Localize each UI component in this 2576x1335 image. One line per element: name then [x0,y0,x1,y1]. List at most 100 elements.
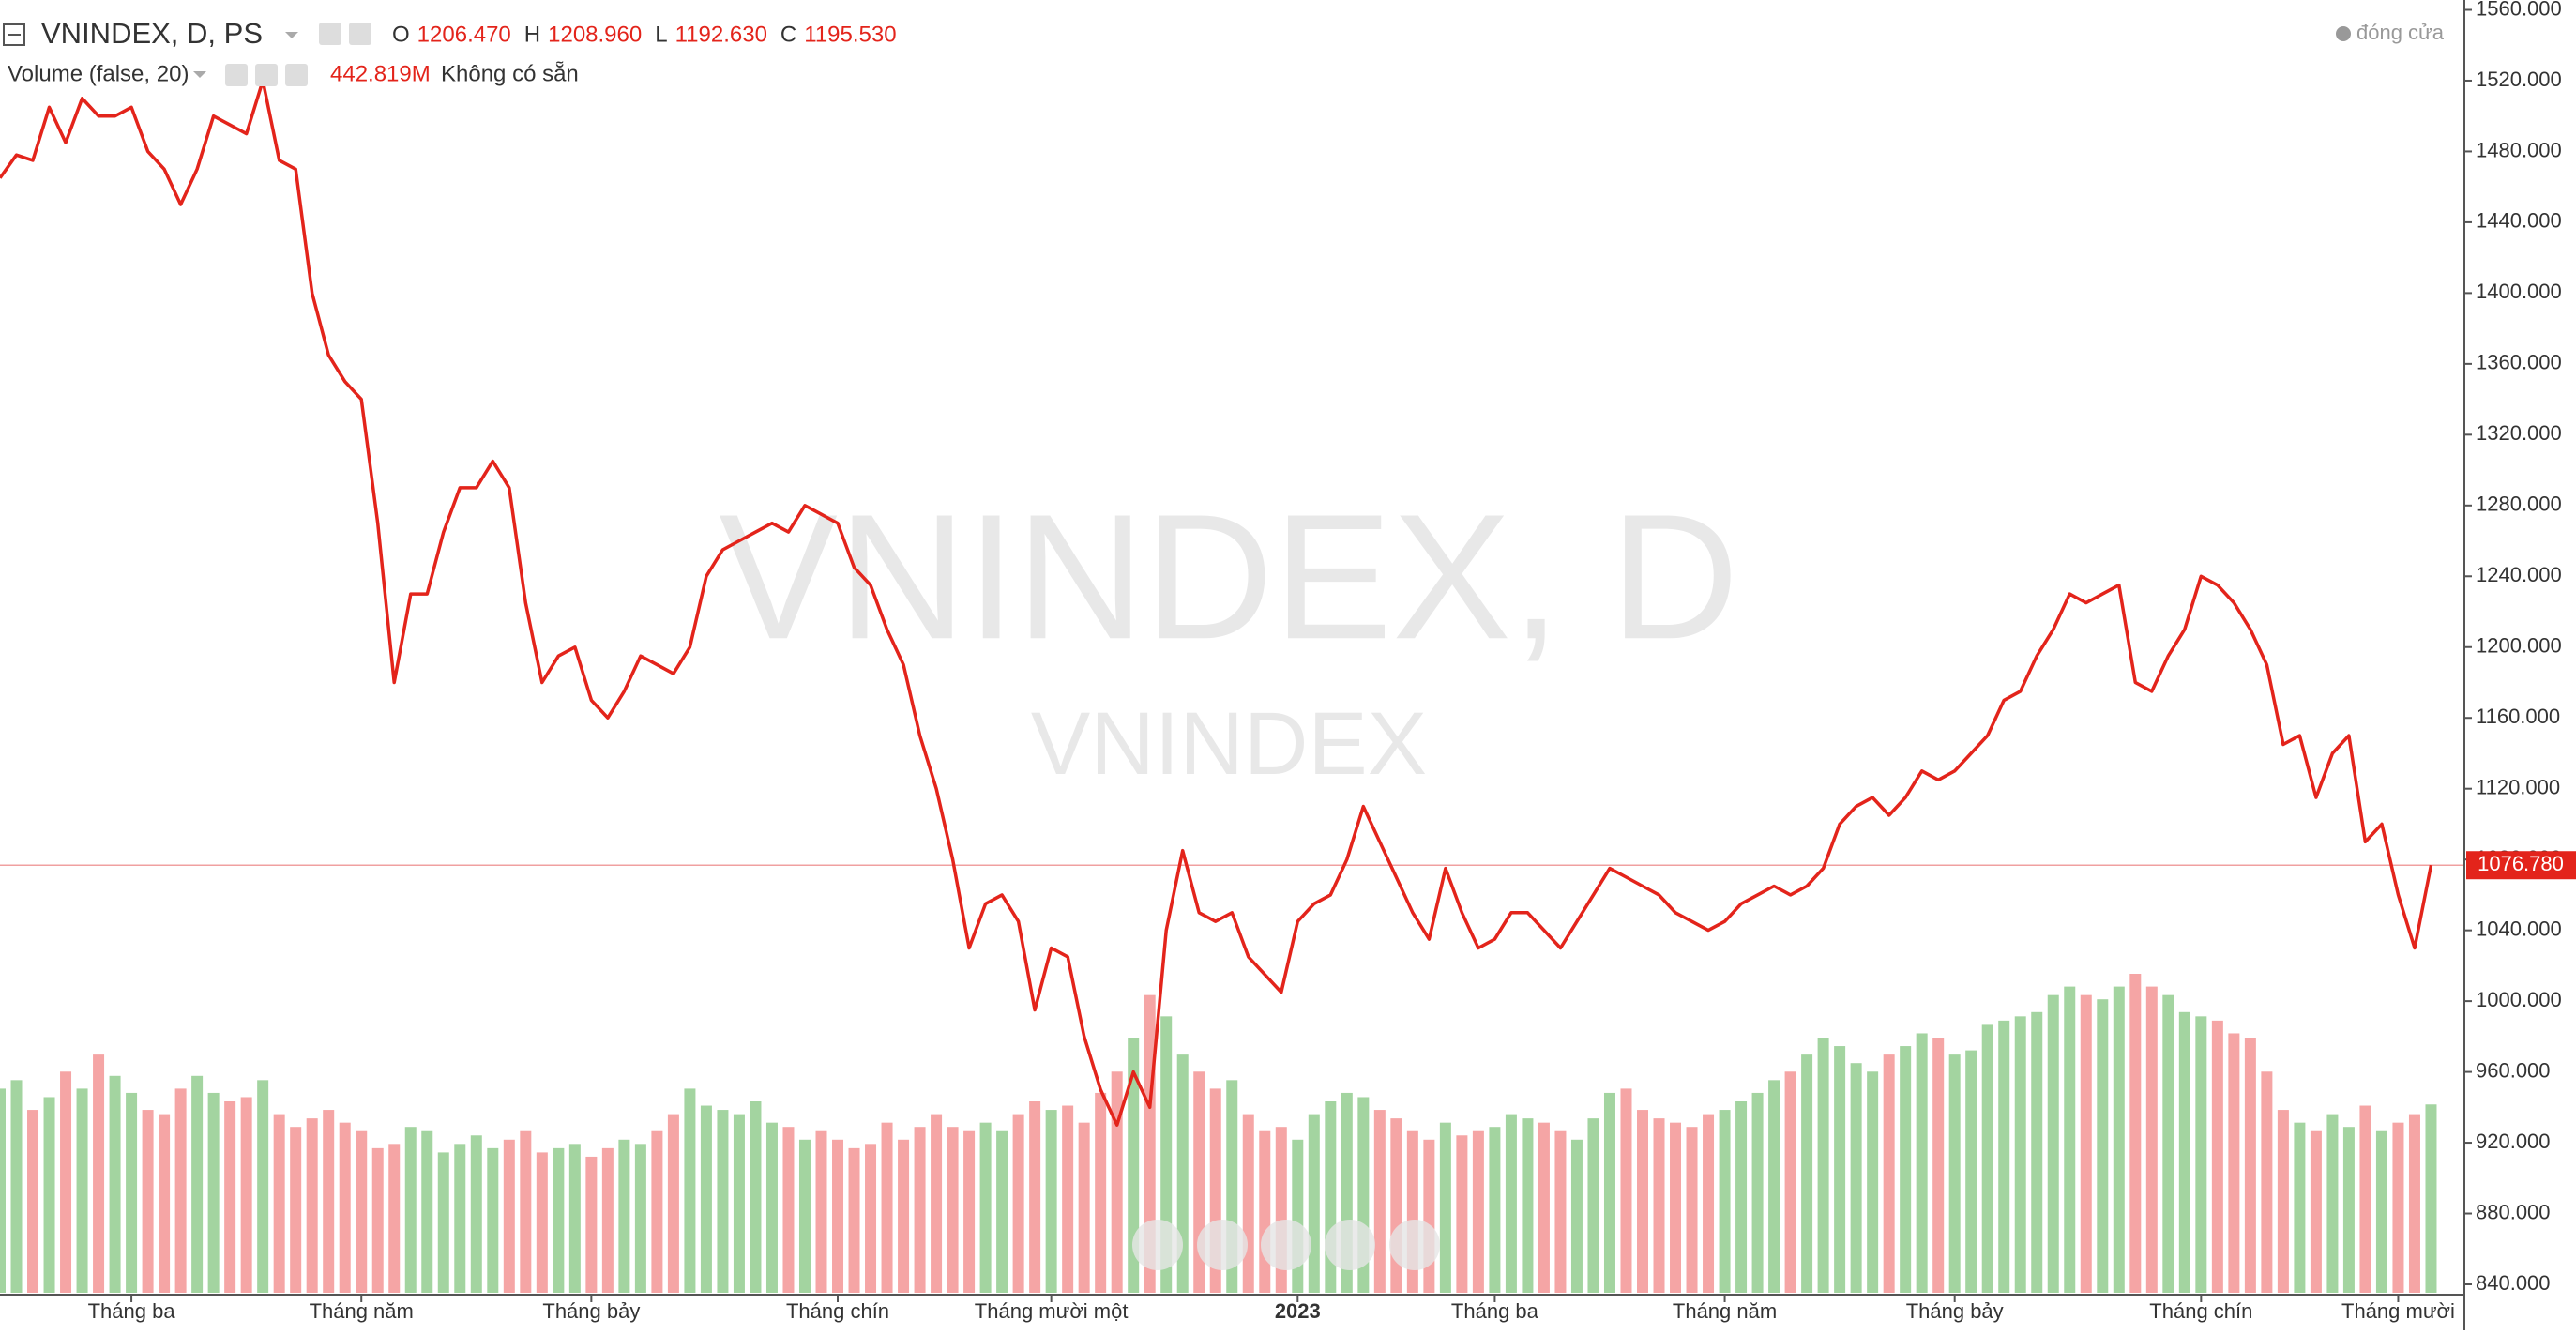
watermark-sub: VNINDEX [1031,694,1427,794]
eye-button[interactable] [319,23,341,45]
volume-bar [1883,1054,1895,1293]
volume-bar [618,1139,630,1293]
x-tick-label: Tháng năm [310,1299,414,1323]
volume-eye-button[interactable] [225,64,248,86]
volume-bar [1128,1038,1140,1293]
volume-bar [257,1080,269,1293]
x-tick-label: Tháng năm [1673,1299,1777,1323]
ohlc-value: 1192.630 [675,22,767,47]
x-tick-label: 2023 [1275,1299,1321,1323]
collapse-button[interactable] [3,23,25,46]
volume-bar [93,1054,105,1293]
volume-bar [914,1127,926,1293]
volume-menu[interactable] [193,71,206,78]
volume-bar [1703,1114,1715,1293]
y-tick-label: 1000.000 [2476,988,2562,1011]
volume-bar [2178,1011,2190,1293]
volume-bar [963,1130,976,1293]
volume-bar [404,1127,417,1293]
volume-bar [782,1127,795,1293]
volume-bar [1801,1054,1813,1293]
volume-bar [1456,1135,1468,1293]
volume-settings-button[interactable] [255,64,278,86]
symbol-title: VNINDEX, D, PS [41,17,263,50]
volume-bar [43,1097,55,1293]
volume-bar [1981,1024,1993,1293]
settings-button[interactable] [349,23,371,45]
volume-bar [240,1097,252,1293]
y-tick-label: 840.000 [2476,1271,2551,1295]
nav-zoom-in[interactable] [1325,1220,1375,1270]
volume-bar [2014,1016,2026,1293]
volume-bar [553,1147,565,1293]
nav-reset[interactable] [1261,1220,1311,1270]
ohlc-key: C [780,22,796,47]
volume-bar [388,1144,401,1293]
volume-bar [1948,1054,1961,1293]
volume-bar [1489,1127,1501,1293]
volume-title: Volume (false, 20) [8,61,189,86]
volume-bar [2294,1122,2306,1293]
volume-last: 442.819M [330,61,431,86]
volume-bar [1751,1092,1764,1293]
volume-bar [2064,986,2076,1293]
volume-bar [2129,974,2142,1293]
volume-bar [1637,1110,1648,1293]
volume-bar [2277,1110,2289,1293]
title-menu[interactable] [285,32,298,38]
volume-bar [1670,1122,1682,1293]
volume-bar [1620,1088,1632,1293]
volume-bar [947,1127,959,1293]
volume-bar [1719,1110,1731,1293]
ohlc-value: 1206.470 [417,22,511,47]
y-tick-label: 1240.000 [2476,563,2562,586]
volume-bar [27,1110,39,1293]
nav-zoom-out[interactable] [1197,1220,1248,1270]
ohlc-key: H [524,22,540,47]
volume-bar [126,1092,138,1293]
x-tick-label: Tháng chín [786,1299,889,1323]
watermark: VNINDEX, D [719,478,1738,676]
volume-bar [2145,986,2158,1293]
status-dot [2336,26,2351,41]
volume-bar [2031,1011,2043,1293]
volume-bar [1686,1127,1698,1293]
volume-close-button[interactable] [285,64,308,86]
volume-bar [1111,1071,1123,1293]
volume-bar [1603,1092,1615,1293]
volume-bar [1735,1101,1748,1293]
volume-bar [1570,1139,1583,1293]
volume-bar [634,1144,646,1293]
nav-left[interactable] [1132,1220,1183,1270]
y-tick-label: 880.000 [2476,1200,2551,1223]
x-tick-label: Tháng chín [2149,1299,2252,1323]
volume-bar [1900,1046,1912,1293]
volume-bar [454,1144,466,1293]
volume-bar [815,1130,827,1293]
volume-bar [2080,994,2092,1293]
volume-bar [832,1139,844,1293]
volume-bar [2195,1016,2207,1293]
volume-bar [306,1118,318,1293]
nav-right[interactable] [1389,1220,1440,1270]
last-price-label: 1076.780 [2478,852,2564,875]
volume-bar [1784,1071,1796,1293]
volume-bar [881,1122,893,1293]
volume-bar [1587,1118,1599,1293]
volume-bar [503,1139,515,1293]
volume-bar [10,1080,23,1293]
volume-bar [1472,1130,1484,1293]
volume-bar [1308,1114,1320,1293]
status: đóng cửa [2356,21,2445,44]
volume-bar [487,1147,499,1293]
x-tick-label: Tháng bảy [542,1299,640,1323]
volume-bar [2261,1071,2273,1293]
volume-bar [717,1110,729,1293]
volume-bar [1554,1130,1567,1293]
volume-bar [1029,1101,1041,1293]
volume-bar [684,1088,696,1293]
plot [0,79,2464,1293]
volume-bar [1045,1110,1057,1293]
volume-bar [1259,1130,1271,1293]
volume-bar [979,1122,992,1293]
